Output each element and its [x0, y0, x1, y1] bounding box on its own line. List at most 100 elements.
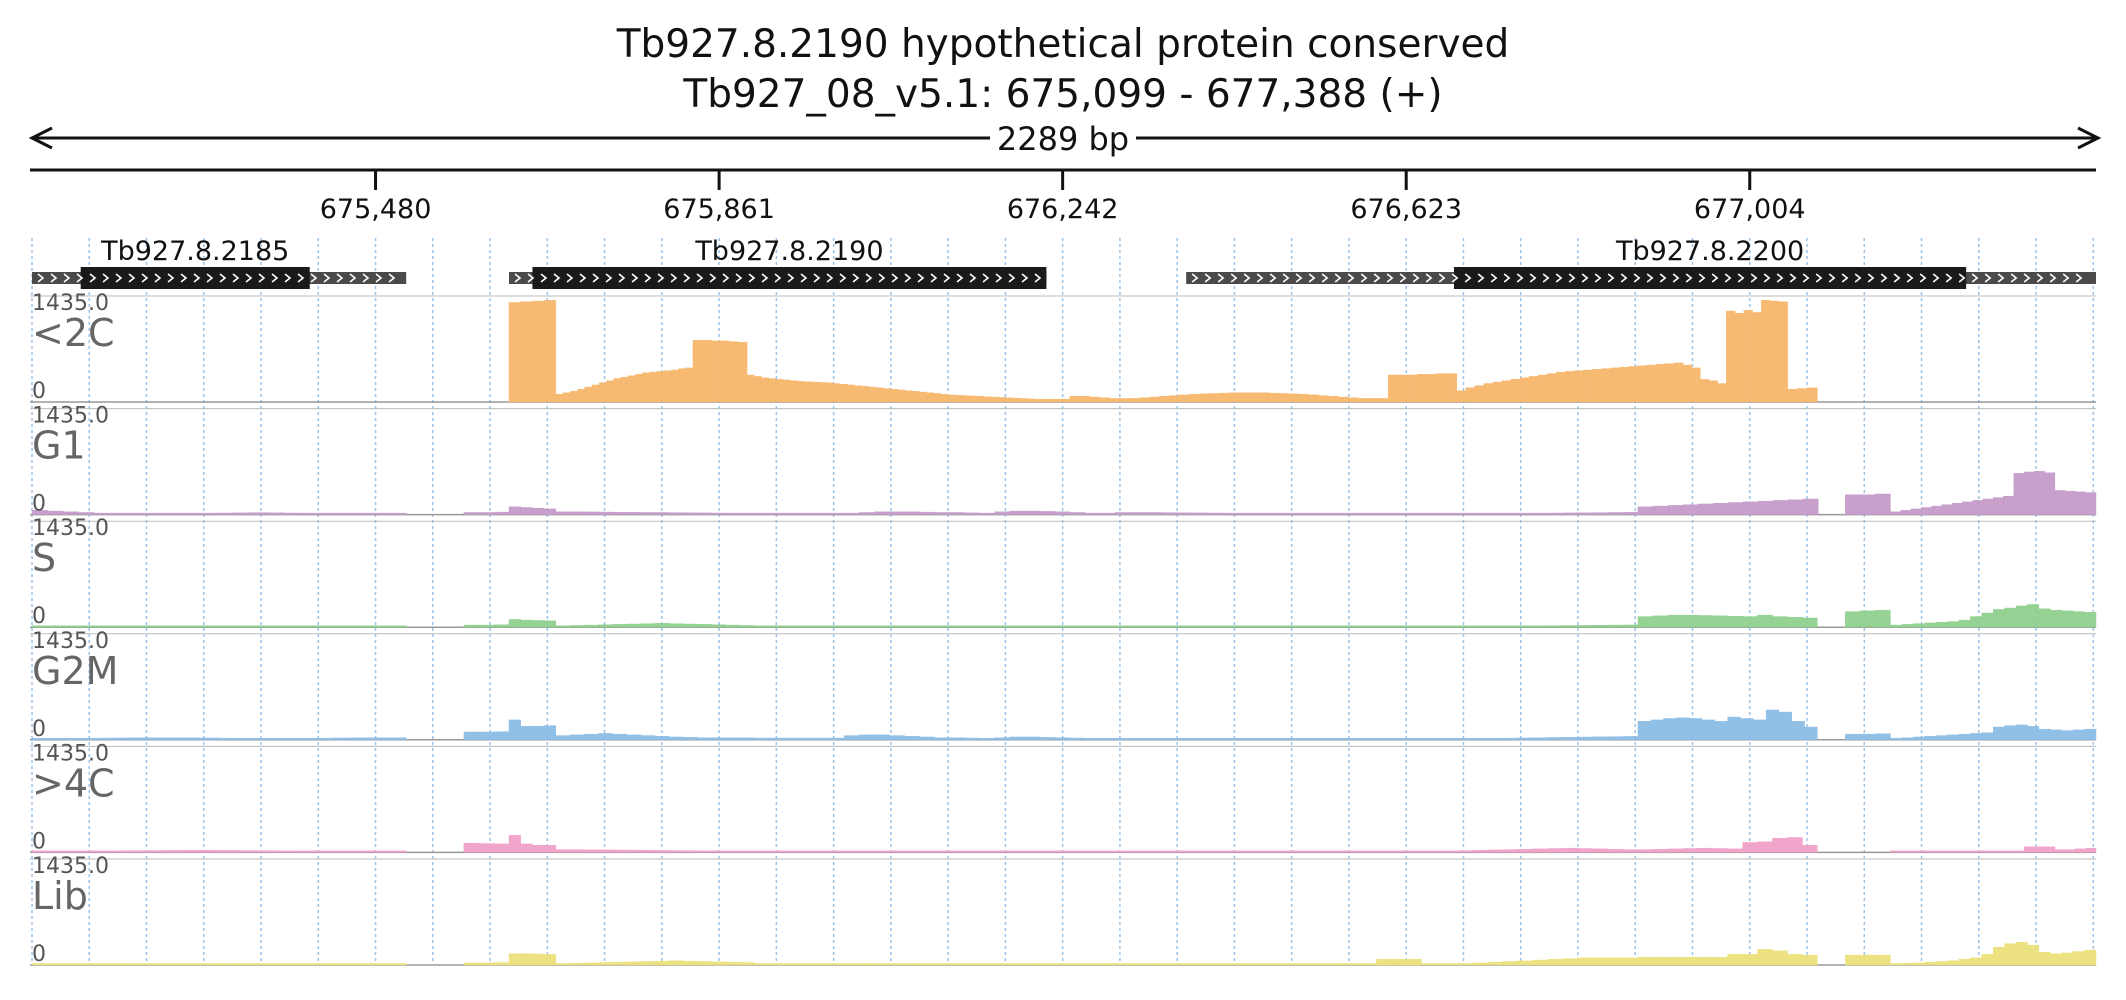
coverage-bar — [1753, 719, 1767, 741]
coverage-bar — [1040, 398, 1049, 403]
coverage-bar — [1199, 963, 1224, 966]
coverage-bar — [1547, 737, 1563, 740]
coverage-bar — [2023, 846, 2035, 853]
coverage-bar — [1058, 850, 1083, 853]
strand-arrow — [1633, 273, 1641, 283]
coverage-bar — [1701, 719, 1716, 741]
coverage-bar — [933, 393, 941, 403]
coverage-bar — [1149, 396, 1160, 403]
coverage-bar — [654, 623, 670, 628]
coverage-bar — [697, 737, 712, 741]
coverage-bar — [1901, 963, 1914, 966]
coverage-bar — [569, 963, 585, 966]
coverage-bar — [754, 737, 770, 741]
strand-arrow — [1867, 273, 1875, 283]
coverage-bar — [1622, 624, 1639, 628]
coverage-bar — [1278, 393, 1289, 403]
coverage-bar — [683, 850, 698, 853]
coverage-bar — [711, 512, 727, 515]
strand-arrow — [310, 273, 318, 283]
gene-cds — [1453, 267, 1967, 289]
coverage-bar — [1433, 850, 1458, 853]
strand-arrow — [128, 273, 136, 283]
coverage-bar — [701, 339, 712, 403]
coverage-bar — [1532, 959, 1548, 966]
coverage-bar — [697, 624, 712, 628]
coverage-bar — [719, 340, 730, 403]
strand-arrow — [657, 273, 665, 283]
strand-arrow — [245, 273, 253, 283]
coverage-bar — [2061, 952, 2074, 966]
coverage-bar — [1982, 850, 1994, 853]
coverage-bar — [1993, 947, 2005, 966]
coverage-bar — [2084, 612, 2097, 628]
coverage-bar — [1691, 367, 1701, 403]
strand-arrow — [813, 273, 821, 283]
coverage-bar — [2044, 846, 2056, 853]
coverage-bar — [520, 726, 533, 741]
coverage-bar — [1845, 611, 1861, 628]
coverage-bar — [859, 734, 875, 741]
coverage-bar — [1426, 738, 1443, 740]
coverage-bar — [626, 512, 642, 515]
coverage-bar — [1547, 625, 1563, 628]
span-arrow-right-head — [2077, 126, 2102, 150]
strand-arrow — [1906, 273, 1914, 283]
strand-arrow — [388, 273, 396, 283]
coverage-bar — [777, 625, 802, 628]
coverage-bar — [1519, 377, 1530, 403]
coverage-bar — [777, 850, 802, 853]
strand-arrow — [969, 273, 977, 283]
coverage-bar — [181, 737, 201, 740]
coverage-bar — [1697, 503, 1714, 515]
coverage-bar — [198, 512, 216, 515]
coverage-bar — [1011, 625, 1036, 628]
strand-arrow — [1607, 273, 1615, 283]
coverage-bar — [331, 737, 351, 740]
coverage-bar — [1024, 736, 1041, 740]
strand-arrow — [722, 273, 730, 283]
coverage-bar — [761, 377, 769, 403]
coverage-bar — [293, 625, 313, 628]
strand-arrow — [930, 273, 938, 283]
coverage-bar — [1487, 849, 1503, 853]
coverage-bar — [947, 394, 956, 403]
coverage-bar — [825, 382, 834, 403]
coverage-bar — [1562, 737, 1579, 740]
coverage-bar — [275, 625, 295, 628]
coverage-bar — [1246, 850, 1271, 853]
coverage-bar — [569, 734, 585, 741]
coverage-bar — [1650, 719, 1664, 741]
coverage-bar — [1139, 397, 1150, 403]
coverage-bar — [1270, 738, 1287, 740]
strand-arrow — [1425, 273, 1433, 283]
coverage-bar — [181, 850, 201, 853]
coverage-bar — [832, 383, 841, 403]
coverage-bar — [1619, 366, 1629, 403]
strand-arrow — [1386, 273, 1394, 283]
coverage-bar — [1129, 398, 1140, 403]
strand-arrow — [865, 273, 873, 283]
coverage-bar — [1727, 502, 1744, 515]
coverage-bar — [1130, 738, 1147, 740]
coverage-bar — [612, 961, 627, 966]
coverage-bar — [1248, 392, 1260, 403]
strand-arrow — [1243, 273, 1251, 283]
coverage-bar — [1708, 380, 1718, 403]
coverage-bar — [232, 512, 251, 515]
coverage-bar — [926, 392, 934, 403]
coverage-bar — [1765, 709, 1780, 741]
strand-arrow — [995, 273, 1003, 283]
coverage-bar — [520, 301, 533, 403]
coverage-bar — [1802, 954, 1818, 966]
coverage-bar — [654, 736, 670, 740]
coverage-bar — [1387, 625, 1411, 628]
strand-arrow — [1438, 273, 1446, 283]
track-ymax-label: 1435.0 — [32, 854, 109, 879]
coverage-bar — [1547, 512, 1563, 515]
coverage-bar — [463, 962, 480, 966]
coverage-bar — [1562, 625, 1579, 628]
coverage-bar — [1395, 512, 1412, 515]
coverage-bar — [1293, 850, 1318, 853]
strand-arrow — [115, 273, 123, 283]
